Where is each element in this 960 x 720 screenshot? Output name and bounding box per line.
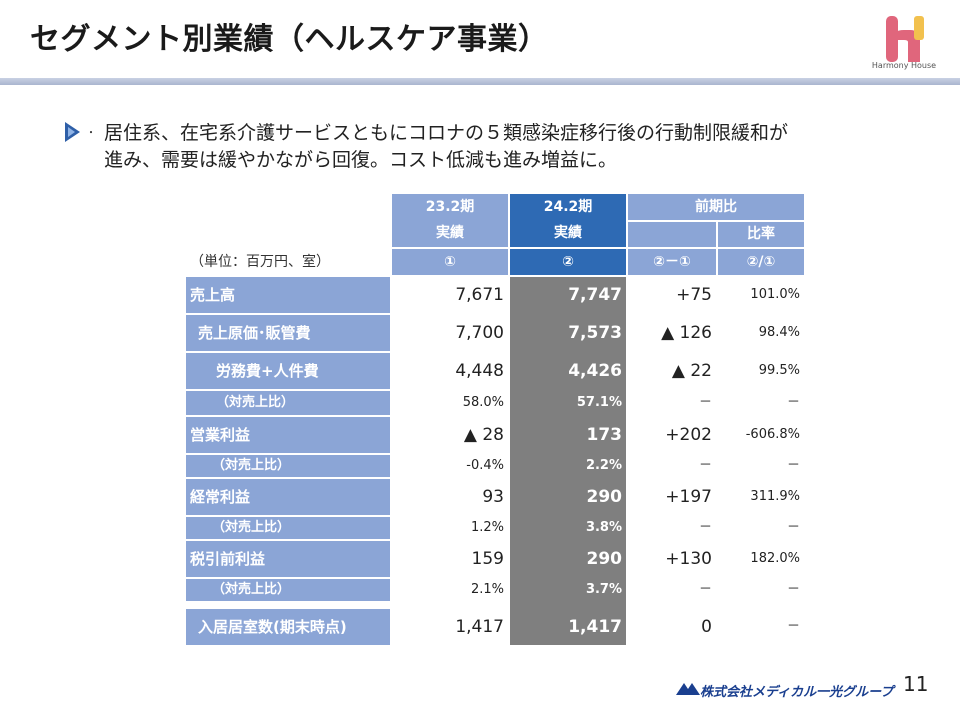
header-cur-period: 24.2期 bbox=[510, 194, 626, 220]
header-diff-mark: ②－① bbox=[628, 249, 716, 275]
lead-text: 居住系、在宅系介護サービスともにコロナの５類感染症移行後の行動制限緩和が 進み、… bbox=[104, 120, 904, 174]
row-label: 入居居室数(期末時点) bbox=[186, 609, 390, 645]
cell-ratio: 98.4% bbox=[758, 325, 800, 340]
row-label: （対売上比） bbox=[186, 517, 390, 539]
cell-prev: 1,417 bbox=[455, 617, 504, 637]
cell-prev: 58.0% bbox=[462, 395, 504, 410]
company-name: 株式会社メディカル一光グループ bbox=[700, 685, 894, 700]
row-label: （対売上比） bbox=[186, 391, 390, 415]
cell-cur: 3.8% bbox=[510, 517, 626, 539]
bullet-dot: ・ bbox=[86, 128, 96, 139]
cell-ratio: 99.5% bbox=[758, 363, 800, 378]
cell-cur: 290 bbox=[510, 541, 626, 577]
header-ratio-mark: ②/① bbox=[718, 249, 804, 275]
header-yoy-blank bbox=[628, 222, 716, 247]
cell-diff: － bbox=[698, 582, 712, 597]
title-divider bbox=[0, 78, 960, 85]
chevron-right-icon bbox=[65, 122, 80, 142]
page-number: 11 bbox=[903, 672, 929, 696]
cell-ratio: － bbox=[786, 619, 800, 634]
cell-ratio: 311.9% bbox=[750, 489, 800, 504]
cell-ratio: 101.0% bbox=[750, 287, 800, 302]
row-label: 売上原価･販管費 bbox=[186, 315, 390, 351]
cell-diff: +197 bbox=[665, 487, 712, 507]
cell-cur: 57.1% bbox=[510, 391, 626, 415]
header-cur-mark: ② bbox=[510, 249, 626, 275]
cell-cur: 290 bbox=[510, 479, 626, 515]
cell-cur: 3.7% bbox=[510, 579, 626, 601]
cell-diff: 0 bbox=[701, 617, 712, 637]
cell-ratio: － bbox=[786, 582, 800, 597]
cell-prev: ▲ 28 bbox=[463, 425, 504, 445]
company-logo-mark bbox=[676, 680, 700, 699]
cell-prev: 2.1% bbox=[470, 582, 504, 597]
row-label: （対売上比） bbox=[186, 579, 390, 601]
cell-ratio: -606.8% bbox=[745, 427, 800, 442]
company-mark-icon bbox=[676, 683, 700, 695]
harmony-house-logo bbox=[886, 16, 924, 62]
logo-wordmark: Harmony House bbox=[871, 61, 937, 70]
header-cur-sub: 実績 bbox=[510, 220, 626, 247]
cell-diff: +130 bbox=[665, 549, 712, 569]
cell-prev: 1.2% bbox=[470, 520, 504, 535]
cell-cur: 173 bbox=[510, 417, 626, 453]
cell-diff: － bbox=[698, 520, 712, 535]
cell-ratio: － bbox=[786, 520, 800, 535]
cell-prev: 4,448 bbox=[455, 361, 504, 381]
lead-line-2: 進み、需要は緩やかながら回復。コスト低減も進み増益に。 bbox=[104, 149, 618, 171]
unit-label: （単位：百万円、室） bbox=[190, 254, 330, 270]
cell-diff: ▲ 126 bbox=[661, 323, 712, 343]
cell-prev: 7,671 bbox=[455, 285, 504, 305]
cell-prev: 159 bbox=[471, 549, 504, 569]
page-title: セグメント別業績（ヘルスケア事業） bbox=[30, 22, 549, 57]
cell-cur: 7,573 bbox=[510, 315, 626, 351]
header-ratio: 比率 bbox=[718, 222, 804, 247]
header-prev-mark: ① bbox=[392, 249, 508, 275]
cell-diff: +202 bbox=[665, 425, 712, 445]
cell-cur: 2.2% bbox=[510, 455, 626, 477]
lead-line-1: 居住系、在宅系介護サービスともにコロナの５類感染症移行後の行動制限緩和が bbox=[104, 122, 789, 144]
cell-diff: － bbox=[698, 395, 712, 410]
row-label: 税引前利益 bbox=[186, 541, 390, 577]
cell-ratio: － bbox=[786, 395, 800, 410]
cell-cur: 4,426 bbox=[510, 353, 626, 389]
cell-diff: － bbox=[698, 458, 712, 473]
cell-cur: 1,417 bbox=[510, 609, 626, 645]
cell-diff: ▲ 22 bbox=[671, 361, 712, 381]
cell-diff: +75 bbox=[676, 285, 712, 305]
row-label: 労務費+人件費 bbox=[186, 353, 390, 389]
cell-prev: 93 bbox=[482, 487, 504, 507]
cell-ratio: 182.0% bbox=[750, 551, 800, 566]
row-label: 経常利益 bbox=[186, 479, 390, 515]
cell-cur: 7,747 bbox=[510, 277, 626, 313]
cell-ratio: － bbox=[786, 458, 800, 473]
header-yoy: 前期比 bbox=[628, 194, 804, 220]
header-prev-period: 23.2期 bbox=[392, 194, 508, 220]
row-label: 営業利益 bbox=[186, 417, 390, 453]
row-label: 売上高 bbox=[186, 277, 390, 313]
header-prev-sub: 実績 bbox=[392, 220, 508, 247]
cell-prev: -0.4% bbox=[466, 458, 504, 473]
row-label: （対売上比） bbox=[186, 455, 390, 477]
cell-prev: 7,700 bbox=[455, 323, 504, 343]
